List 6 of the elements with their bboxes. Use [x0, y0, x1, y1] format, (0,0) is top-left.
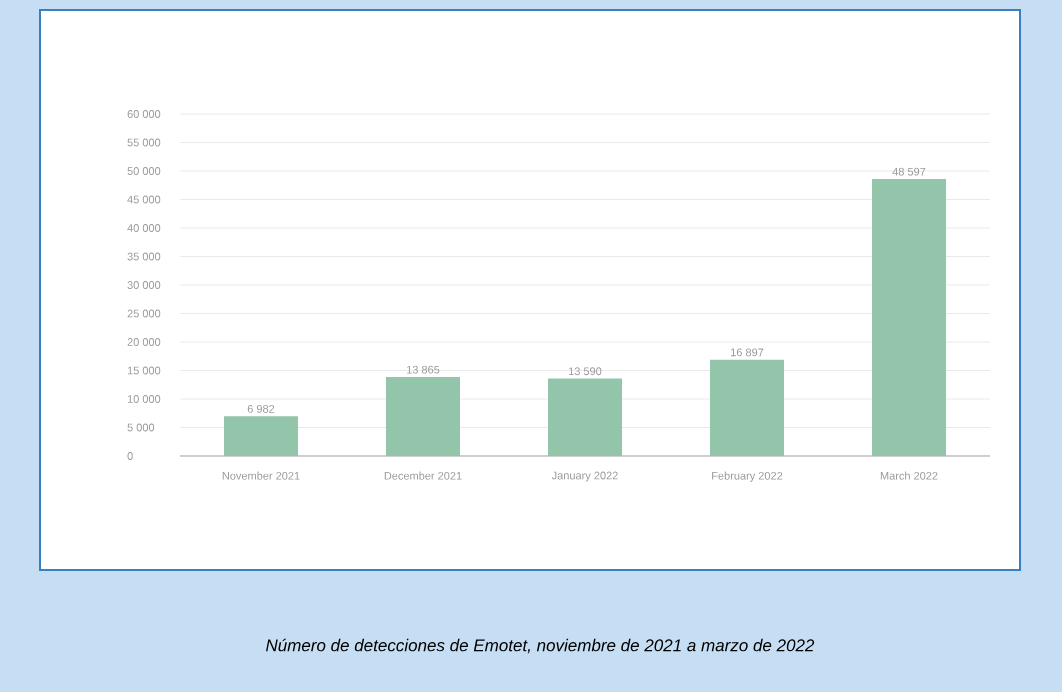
bar — [386, 376, 460, 456]
bar — [548, 378, 622, 456]
text: Número de detecciones de Emotet, noviembre de 2021 a marzo de 2022 — [266, 638, 815, 654]
bar — [872, 179, 946, 456]
bar — [710, 359, 784, 456]
bar — [224, 416, 298, 456]
